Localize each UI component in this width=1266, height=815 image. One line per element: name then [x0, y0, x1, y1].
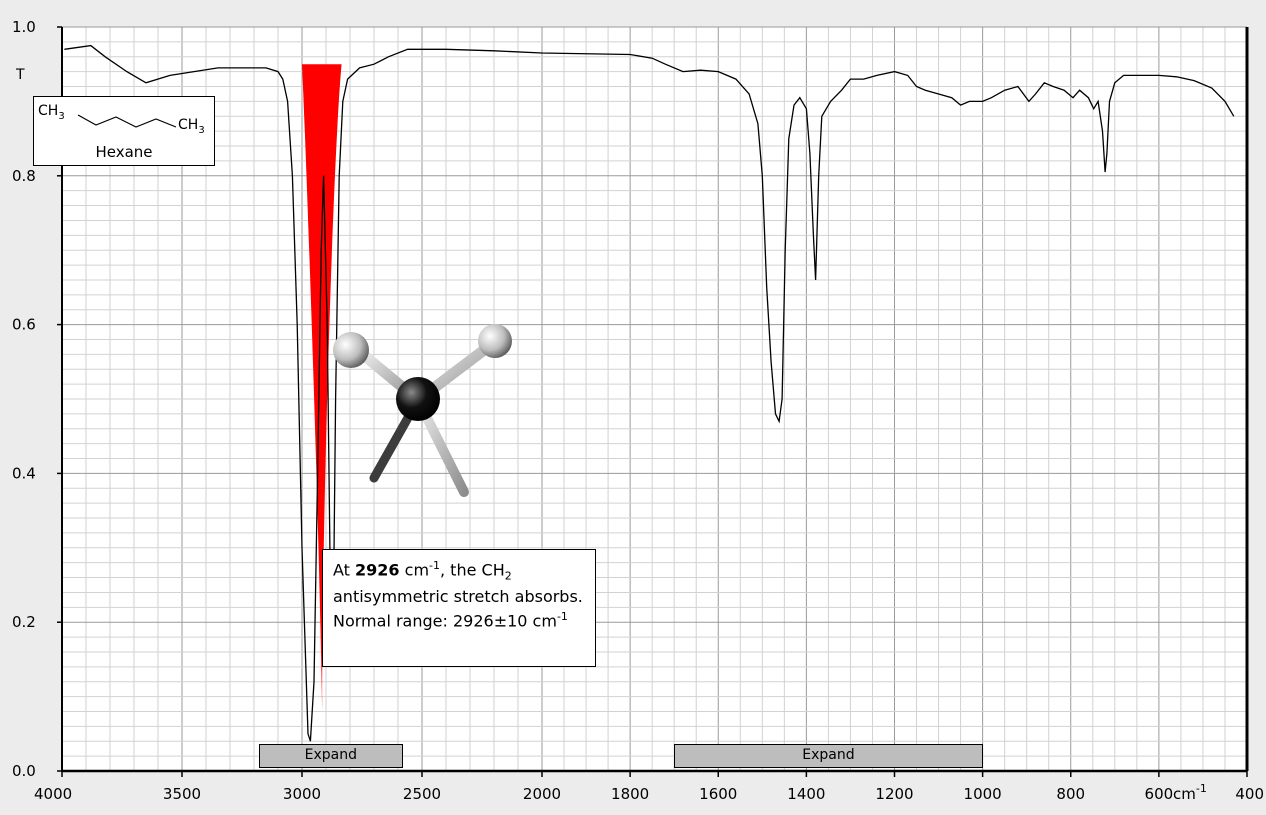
x-tick-label: 400	[1235, 785, 1264, 803]
peak-info-box: At 2926 cm-1, the CH2 antisymmetric stre…	[322, 549, 596, 667]
expand-button-ch-stretch[interactable]: Expand	[258, 744, 403, 768]
x-axis-unit-label: cm-1	[1173, 782, 1207, 803]
x-tick-label: 600	[1145, 785, 1174, 803]
highlighted-peak-2926[interactable]	[302, 64, 342, 712]
x-tick-label: 3500	[163, 785, 201, 803]
peak-wavenumber: 2926	[355, 560, 400, 580]
y-tick-label: 1.0	[12, 18, 36, 36]
x-tick-label: 2000	[523, 785, 561, 803]
x-tick-label: 1400	[787, 785, 825, 803]
y-tick-label: 0.2	[12, 613, 36, 631]
ch2-molecule-model	[333, 324, 512, 497]
hexane-skeletal-formula	[77, 114, 177, 128]
y-tick-label: 0.4	[12, 464, 36, 482]
transmittance-line	[64, 44, 1235, 742]
ch3-left-label: CH3	[38, 103, 65, 122]
x-tick-label: 3000	[283, 785, 321, 803]
molecule-name: Hexane	[95, 143, 153, 161]
ch3-right-label: CH3	[178, 117, 205, 136]
y-tick-label: 0.6	[12, 316, 36, 334]
hexane-structure-label: CH3 CH3 Hexane	[33, 96, 215, 166]
x-tick-label: 2500	[403, 785, 441, 803]
x-tick-label: 800	[1056, 785, 1085, 803]
y-tick-label: 0.8	[12, 167, 36, 185]
x-tick-label: 1600	[699, 785, 737, 803]
x-tick-label: 1000	[964, 785, 1002, 803]
x-tick-label: 1800	[611, 785, 649, 803]
x-tick-label: 4000	[34, 785, 72, 803]
expand-button-fingerprint[interactable]: Expand	[674, 744, 983, 768]
x-tick-label: 1200	[875, 785, 913, 803]
y-tick-labels: 0.0 0.2 0.4 0.6 0.8 1.0	[12, 18, 36, 780]
y-axis-label: T	[15, 67, 25, 83]
y-tick-label: 0.0	[12, 762, 36, 780]
x-tick-labels: 4000 3500 3000 2500 2000 1800 1600 1400 1200 1000…	[34, 785, 1264, 803]
